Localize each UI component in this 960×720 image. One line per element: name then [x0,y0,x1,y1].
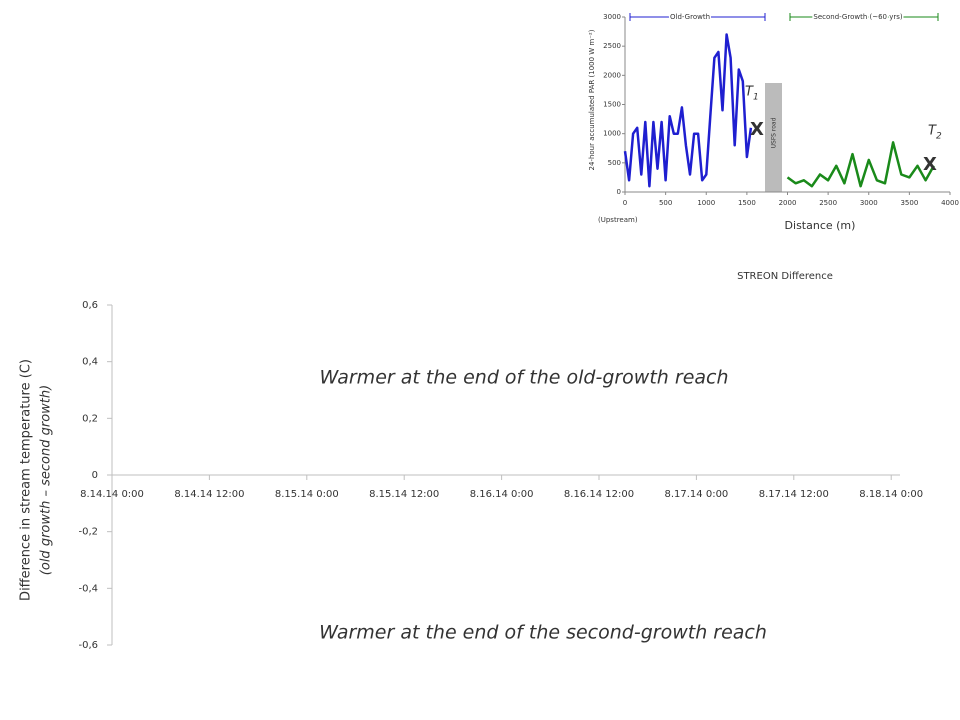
road-band [765,83,782,192]
x-tick-label: 4000 [941,199,959,207]
y-tick-label: 0 [92,470,98,481]
site-name: T [928,124,937,139]
site-name: T [745,85,754,100]
y-tick-label: 0,4 [82,357,98,368]
x-tick-label: 8.16.14 12:00 [564,489,634,500]
y-axis-label-sub: (old growth – second growth) [39,385,54,575]
x-tick-label: 8.15.14 12:00 [369,489,439,500]
x-tick-label: 1000 [697,199,715,207]
x-tick-label: 2500 [819,199,837,207]
x-tick-label: 8.14.14 0:00 [80,489,144,500]
x-tick-label: 2000 [779,199,797,207]
x-note: (Upstream) [598,216,638,224]
y-axis-label: Difference in stream temperature (C) [19,359,34,601]
y-tick-label: 0 [617,188,621,196]
y-tick-label: 0,6 [82,300,98,311]
chart-title: STREON Difference [737,271,833,282]
x-tick-label: 8.15.14 0:00 [275,489,339,500]
y-axis-label: 24-hour accumulated PAR (1000 W m⁻²) [588,29,596,170]
y-tick-label: -0,2 [78,527,98,538]
site-mark: X [923,154,937,175]
series-line [623,33,753,188]
x-tick-label: 1500 [738,199,756,207]
x-tick-label: 8.17.14 12:00 [759,489,829,500]
site-sub: 2 [936,132,942,142]
x-tick-label: 500 [659,199,672,207]
road-label: USFS road [771,117,778,148]
x-tick-label: 8.18.14 0:00 [859,489,923,500]
x-tick-label: 8.17.14 0:00 [664,489,728,500]
y-tick-label: 3000 [603,13,621,21]
x-axis-label: Distance (m) [785,219,856,232]
y-tick-label: 2500 [603,42,621,50]
x-tick-label: 3500 [900,199,918,207]
series-line [786,141,935,188]
x-tick-label: 8.14.14 12:00 [174,489,244,500]
x-tick-label: 8.16.14 0:00 [470,489,534,500]
region-label: Old-Growth [670,13,710,21]
y-tick-label: 2000 [603,71,621,79]
y-tick-label: 1000 [603,130,621,138]
annotation: Warmer at the end of the second-growth r… [319,622,767,644]
annotation: Warmer at the end of the old-growth reac… [319,367,728,389]
site-mark: X [750,119,764,140]
y-tick-label: -0,4 [78,583,98,594]
y-tick-label: 500 [608,159,621,167]
y-tick-label: 1500 [603,101,621,109]
region-label: Second-Growth (~60 yrs) [813,13,903,21]
y-tick-label: -0,6 [78,640,98,651]
y-tick-label: 0,2 [82,413,98,424]
site-sub: 1 [753,93,759,103]
x-tick-label: 3000 [860,199,878,207]
x-tick-label: 0 [623,199,627,207]
